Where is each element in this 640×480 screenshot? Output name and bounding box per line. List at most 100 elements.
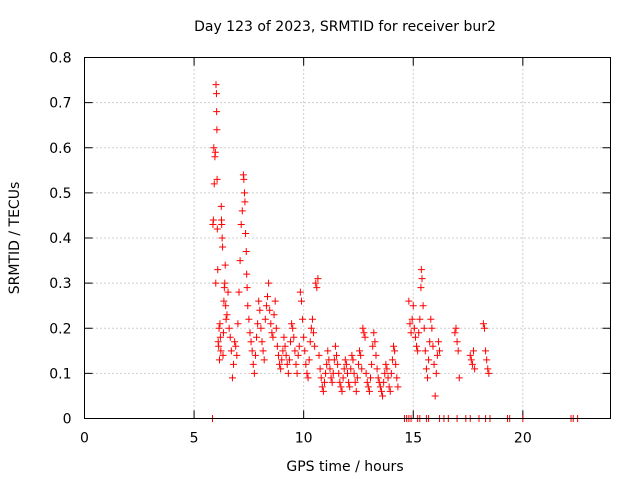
data-point xyxy=(423,374,431,382)
data-point xyxy=(379,392,387,400)
data-point xyxy=(261,315,269,323)
data-point xyxy=(280,333,288,341)
grid xyxy=(84,57,611,419)
y-tick-label: 0.7 xyxy=(49,96,71,112)
data-point xyxy=(291,347,299,355)
data-point xyxy=(455,374,463,382)
data-points xyxy=(208,81,582,422)
data-point xyxy=(351,378,359,386)
data-point xyxy=(485,369,493,377)
data-point xyxy=(428,324,436,332)
y-axis-label: SRMTID / TECUs xyxy=(7,182,23,295)
data-point xyxy=(248,347,256,355)
x-tick-label: 0 xyxy=(80,431,89,447)
data-point xyxy=(305,356,313,364)
data-point xyxy=(420,324,428,332)
data-point xyxy=(227,347,235,355)
data-point xyxy=(415,329,423,337)
data-point xyxy=(213,175,221,183)
data-point xyxy=(312,279,320,287)
data-point xyxy=(480,324,488,332)
data-point xyxy=(341,356,349,364)
data-point xyxy=(391,347,399,355)
data-point xyxy=(323,360,331,368)
data-point xyxy=(267,320,275,328)
data-point xyxy=(260,356,268,364)
data-point xyxy=(303,369,311,377)
data-point xyxy=(217,347,225,355)
data-point xyxy=(363,378,371,386)
data-point xyxy=(211,148,219,156)
data-point xyxy=(300,333,308,341)
data-point xyxy=(276,360,284,368)
data-point xyxy=(296,288,304,296)
data-point xyxy=(218,220,226,228)
data-point xyxy=(216,356,224,364)
data-point xyxy=(353,374,361,382)
data-point xyxy=(270,311,278,319)
data-point xyxy=(220,297,228,305)
data-point xyxy=(419,302,427,310)
data-point xyxy=(212,81,220,89)
data-point xyxy=(266,306,274,314)
data-point xyxy=(243,284,251,292)
data-point xyxy=(348,351,356,359)
data-point xyxy=(354,360,362,368)
data-point xyxy=(387,369,395,377)
data-point xyxy=(245,315,253,323)
data-point xyxy=(425,356,433,364)
data-point xyxy=(301,347,309,355)
data-point xyxy=(219,243,227,251)
data-point xyxy=(299,315,307,323)
data-point xyxy=(365,387,373,395)
data-point xyxy=(358,365,366,373)
data-point xyxy=(306,338,314,346)
data-point xyxy=(380,378,388,386)
data-point xyxy=(233,351,241,359)
data-point xyxy=(394,383,402,391)
data-point xyxy=(221,261,229,269)
data-point xyxy=(385,383,393,391)
data-point xyxy=(483,356,491,364)
data-point xyxy=(271,297,279,305)
data-point xyxy=(253,333,261,341)
data-point xyxy=(367,374,375,382)
data-point xyxy=(274,351,282,359)
y-tick-label: 0.2 xyxy=(49,321,71,337)
data-point xyxy=(281,342,289,350)
data-point xyxy=(414,347,422,355)
data-point xyxy=(409,302,417,310)
data-point xyxy=(315,351,323,359)
data-point xyxy=(304,374,312,382)
data-point xyxy=(279,347,287,355)
data-point xyxy=(430,360,438,368)
data-point xyxy=(307,324,315,332)
data-point xyxy=(285,356,293,364)
data-point xyxy=(436,347,444,355)
data-point xyxy=(326,365,334,373)
data-point xyxy=(390,342,398,350)
data-point xyxy=(342,360,350,368)
data-point xyxy=(479,320,487,328)
data-point xyxy=(214,266,222,274)
data-point xyxy=(255,297,263,305)
data-point xyxy=(388,356,396,364)
y-tick-label: 0.4 xyxy=(49,231,71,247)
data-point xyxy=(277,365,285,373)
x-tick-label: 5 xyxy=(190,431,199,447)
data-point xyxy=(289,324,297,332)
data-point xyxy=(426,338,434,346)
data-point xyxy=(433,351,441,359)
data-point xyxy=(421,347,429,355)
data-point xyxy=(272,324,280,332)
y-tick-label: 0.8 xyxy=(49,51,71,67)
data-point xyxy=(213,225,221,233)
data-point xyxy=(314,275,322,283)
data-point xyxy=(427,315,435,323)
data-point xyxy=(382,360,390,368)
data-point xyxy=(373,365,381,373)
data-point xyxy=(241,198,249,206)
data-point xyxy=(240,189,248,197)
y-tick-label: 0.5 xyxy=(49,186,71,202)
